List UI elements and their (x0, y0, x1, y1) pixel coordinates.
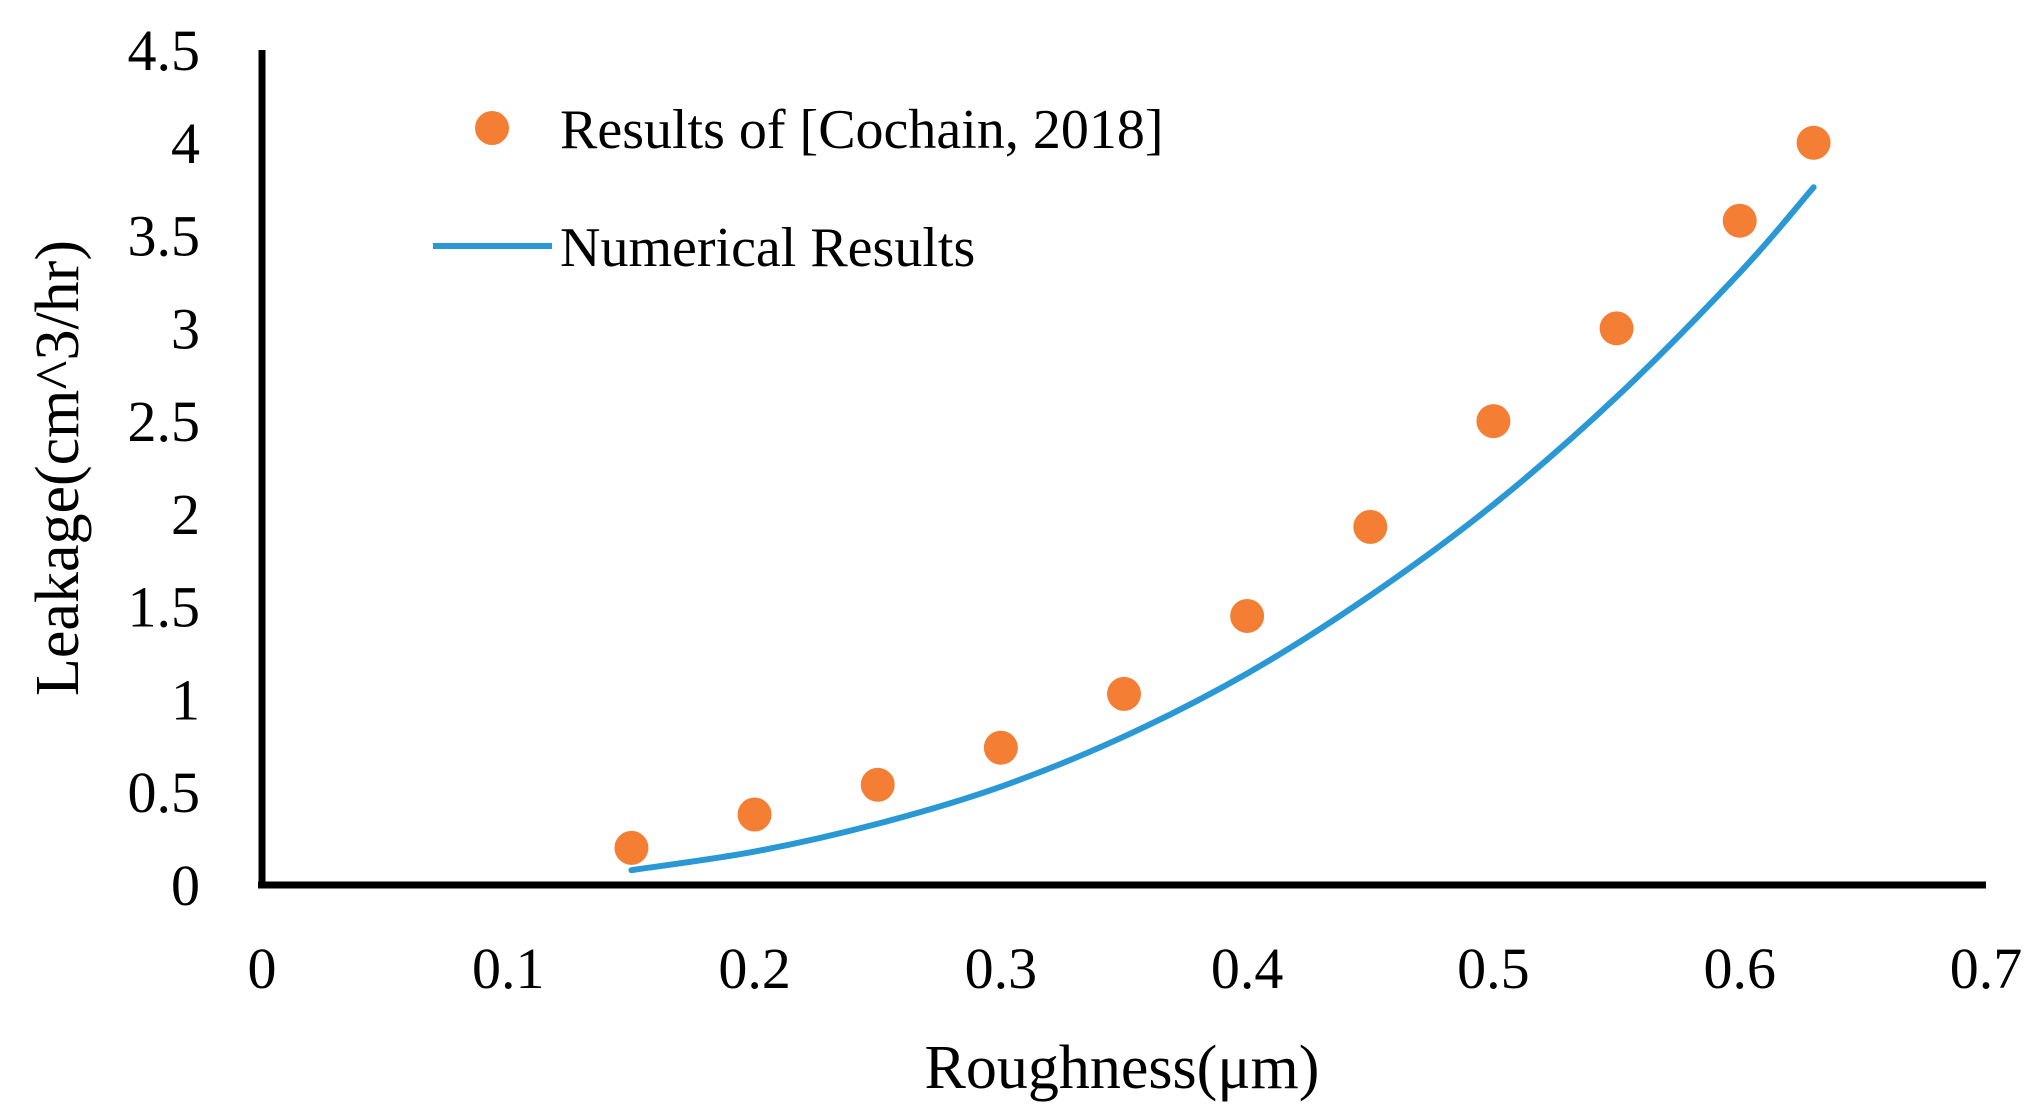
legend-label-numerical: Numerical Results (560, 217, 975, 279)
cochain-data-point (1476, 404, 1511, 439)
numerical-results-line (628, 184, 1817, 874)
y-tick-label: 4.5 (128, 18, 201, 83)
y-tick-label: 0 (171, 853, 200, 918)
legend-marker-cochain (475, 111, 509, 145)
x-tick-label: 0.2 (718, 936, 791, 1001)
x-tick-label: 0 (248, 936, 277, 1001)
cochain-data-point (1353, 509, 1388, 544)
x-tick-label: 0.6 (1703, 936, 1776, 1001)
x-tick-label: 0.7 (1950, 936, 2023, 1001)
plot-area (258, 50, 1986, 889)
x-tick-label: 0.4 (1211, 936, 1284, 1001)
cochain-data-point (1796, 125, 1831, 160)
x-tick-label: 0.1 (472, 936, 545, 1001)
y-tick-label: 2 (171, 482, 200, 547)
x-axis-title: Roughness(μm) (925, 1034, 1320, 1102)
y-tick-label: 0.5 (128, 760, 201, 825)
cochain-data-point (1599, 311, 1634, 346)
y-axis-title: Leakage(cm^3/hr) (24, 240, 92, 696)
y-tick-label: 3.5 (128, 204, 201, 269)
cochain-data-point (983, 730, 1018, 765)
y-tick-label: 4 (171, 111, 200, 176)
y-tick-label: 1 (171, 667, 200, 732)
series-layer (614, 125, 1831, 874)
cochain-data-point (860, 767, 895, 802)
y-tick-label: 1.5 (128, 575, 201, 640)
cochain-data-point (1230, 598, 1265, 633)
cochain-data-point (614, 830, 649, 865)
y-tick-label: 2.5 (128, 389, 201, 454)
y-tick-label: 3 (171, 296, 200, 361)
x-tick-labels: 0 0.1 0.2 0.3 0.4 0.5 0.6 0.7 (248, 936, 2023, 1001)
x-tick-label: 0.3 (965, 936, 1038, 1001)
legend-label-cochain: Results of [Cochain, 2018] (560, 99, 1163, 161)
x-tick-label: 0.5 (1457, 936, 1530, 1001)
y-tick-labels: 0 0.5 1 1.5 2 2.5 3 3.5 4 4.5 (128, 18, 201, 918)
cochain-data-point (1107, 676, 1141, 711)
cochain-data-point (737, 797, 772, 832)
cochain-data-point (1722, 203, 1757, 238)
legend: Results of [Cochain, 2018] Numerical Res… (433, 99, 1163, 279)
